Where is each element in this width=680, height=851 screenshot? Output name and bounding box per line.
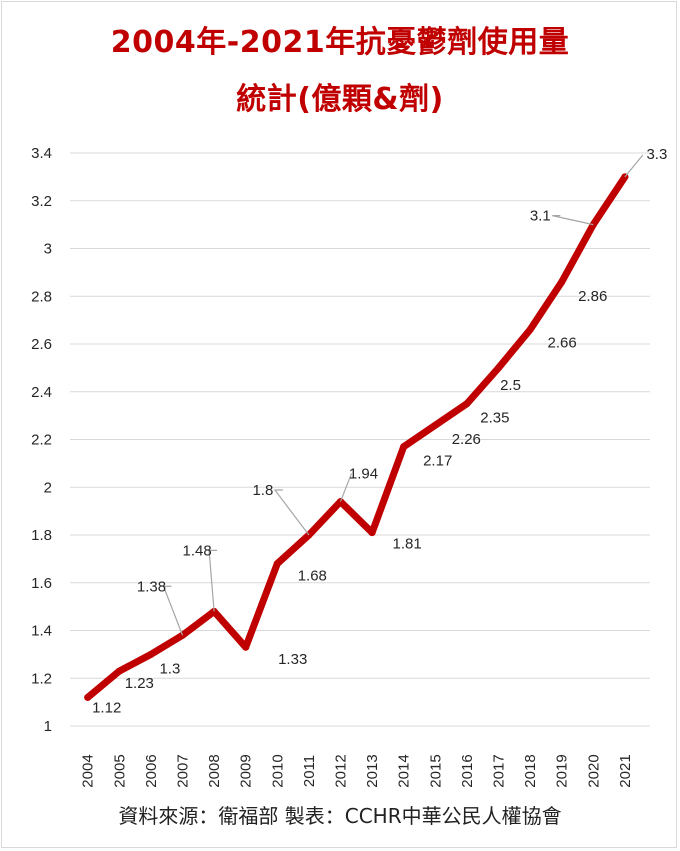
data-point (431, 421, 439, 429)
y-tick-label: 2.6 (31, 336, 52, 353)
x-tick-label: 2014 (396, 754, 413, 787)
data-label: 1.38 (137, 578, 166, 595)
data-label: 1.23 (125, 675, 154, 692)
x-tick-label: 2008 (206, 754, 223, 787)
data-label-leader (552, 215, 594, 226)
data-label-leader (273, 489, 310, 536)
data-label-leader (624, 154, 644, 178)
x-tick-label: 2006 (143, 754, 160, 787)
data-point (400, 443, 408, 451)
x-tick-label: 2018 (522, 754, 539, 787)
chart-title-line1: 2004年-2021年抗憂鬱劑使用量 (110, 25, 570, 60)
data-label: 1.12 (92, 699, 121, 716)
data-point (558, 278, 566, 286)
x-tick-label: 2009 (238, 754, 255, 787)
data-label: 2.17 (423, 453, 452, 470)
data-label: 1.68 (298, 568, 327, 585)
y-tick-label: 1.6 (31, 575, 52, 592)
x-tick-label: 2016 (459, 754, 476, 787)
data-label: 1.3 (159, 660, 180, 677)
y-tick-label: 2 (44, 479, 52, 496)
data-label: 2.26 (452, 431, 481, 448)
data-point (463, 400, 471, 408)
y-tick-label: 3 (44, 241, 52, 258)
x-tick-label: 2020 (585, 754, 602, 787)
x-tick-label: 2010 (269, 754, 286, 787)
data-label: 2.35 (480, 410, 509, 427)
x-tick-label: 2011 (301, 755, 318, 787)
data-label-leader (162, 585, 184, 636)
chart-title-line2: 統計(億顆&劑) (236, 82, 444, 117)
data-point (84, 693, 92, 701)
x-tick-label: 2004 (80, 754, 97, 787)
data-point (495, 364, 502, 372)
y-tick-label: 3.4 (31, 145, 52, 162)
x-tick-label: 2019 (554, 754, 571, 787)
x-tick-label: 2015 (427, 754, 444, 787)
data-label: 3.1 (530, 208, 551, 225)
x-tick-label: 2017 (491, 754, 508, 787)
data-label: 1.33 (278, 651, 307, 668)
x-tick-label: 2005 (111, 754, 128, 787)
data-point (526, 326, 534, 334)
y-tick-label: 2.8 (31, 288, 52, 305)
y-tick-label: 2.2 (31, 432, 52, 449)
data-point (242, 643, 250, 651)
data-label: 3.3 (646, 146, 667, 163)
y-tick-label: 1.2 (31, 670, 52, 687)
y-tick-label: 2.4 (31, 384, 52, 401)
x-tick-label: 2021 (617, 754, 634, 787)
data-label: 1.8 (252, 482, 273, 499)
data-point (273, 560, 281, 568)
y-tick-label: 3.2 (31, 193, 52, 210)
data-point (115, 667, 123, 675)
x-tick-label: 2012 (333, 754, 350, 787)
x-tick-label: 2007 (175, 754, 192, 787)
data-point (368, 529, 376, 537)
data-label: 1.48 (182, 542, 211, 559)
data-label: 2.66 (547, 335, 576, 352)
y-tick-label: 1.4 (31, 623, 52, 640)
data-label-leader (208, 549, 218, 612)
data-label-leader (339, 473, 353, 502)
source-note: 資料來源：衛福部 製表：CCHR中華公民人權協會 (118, 804, 562, 828)
x-tick-label: 2013 (364, 754, 381, 787)
data-label: 1.94 (349, 466, 378, 483)
data-label: 1.81 (392, 536, 421, 553)
data-point (147, 650, 155, 658)
y-tick-label: 1.8 (31, 527, 52, 544)
data-label: 2.5 (500, 377, 521, 394)
data-label: 2.86 (578, 288, 607, 305)
y-tick-label: 1 (44, 718, 52, 735)
series-line (84, 173, 629, 701)
